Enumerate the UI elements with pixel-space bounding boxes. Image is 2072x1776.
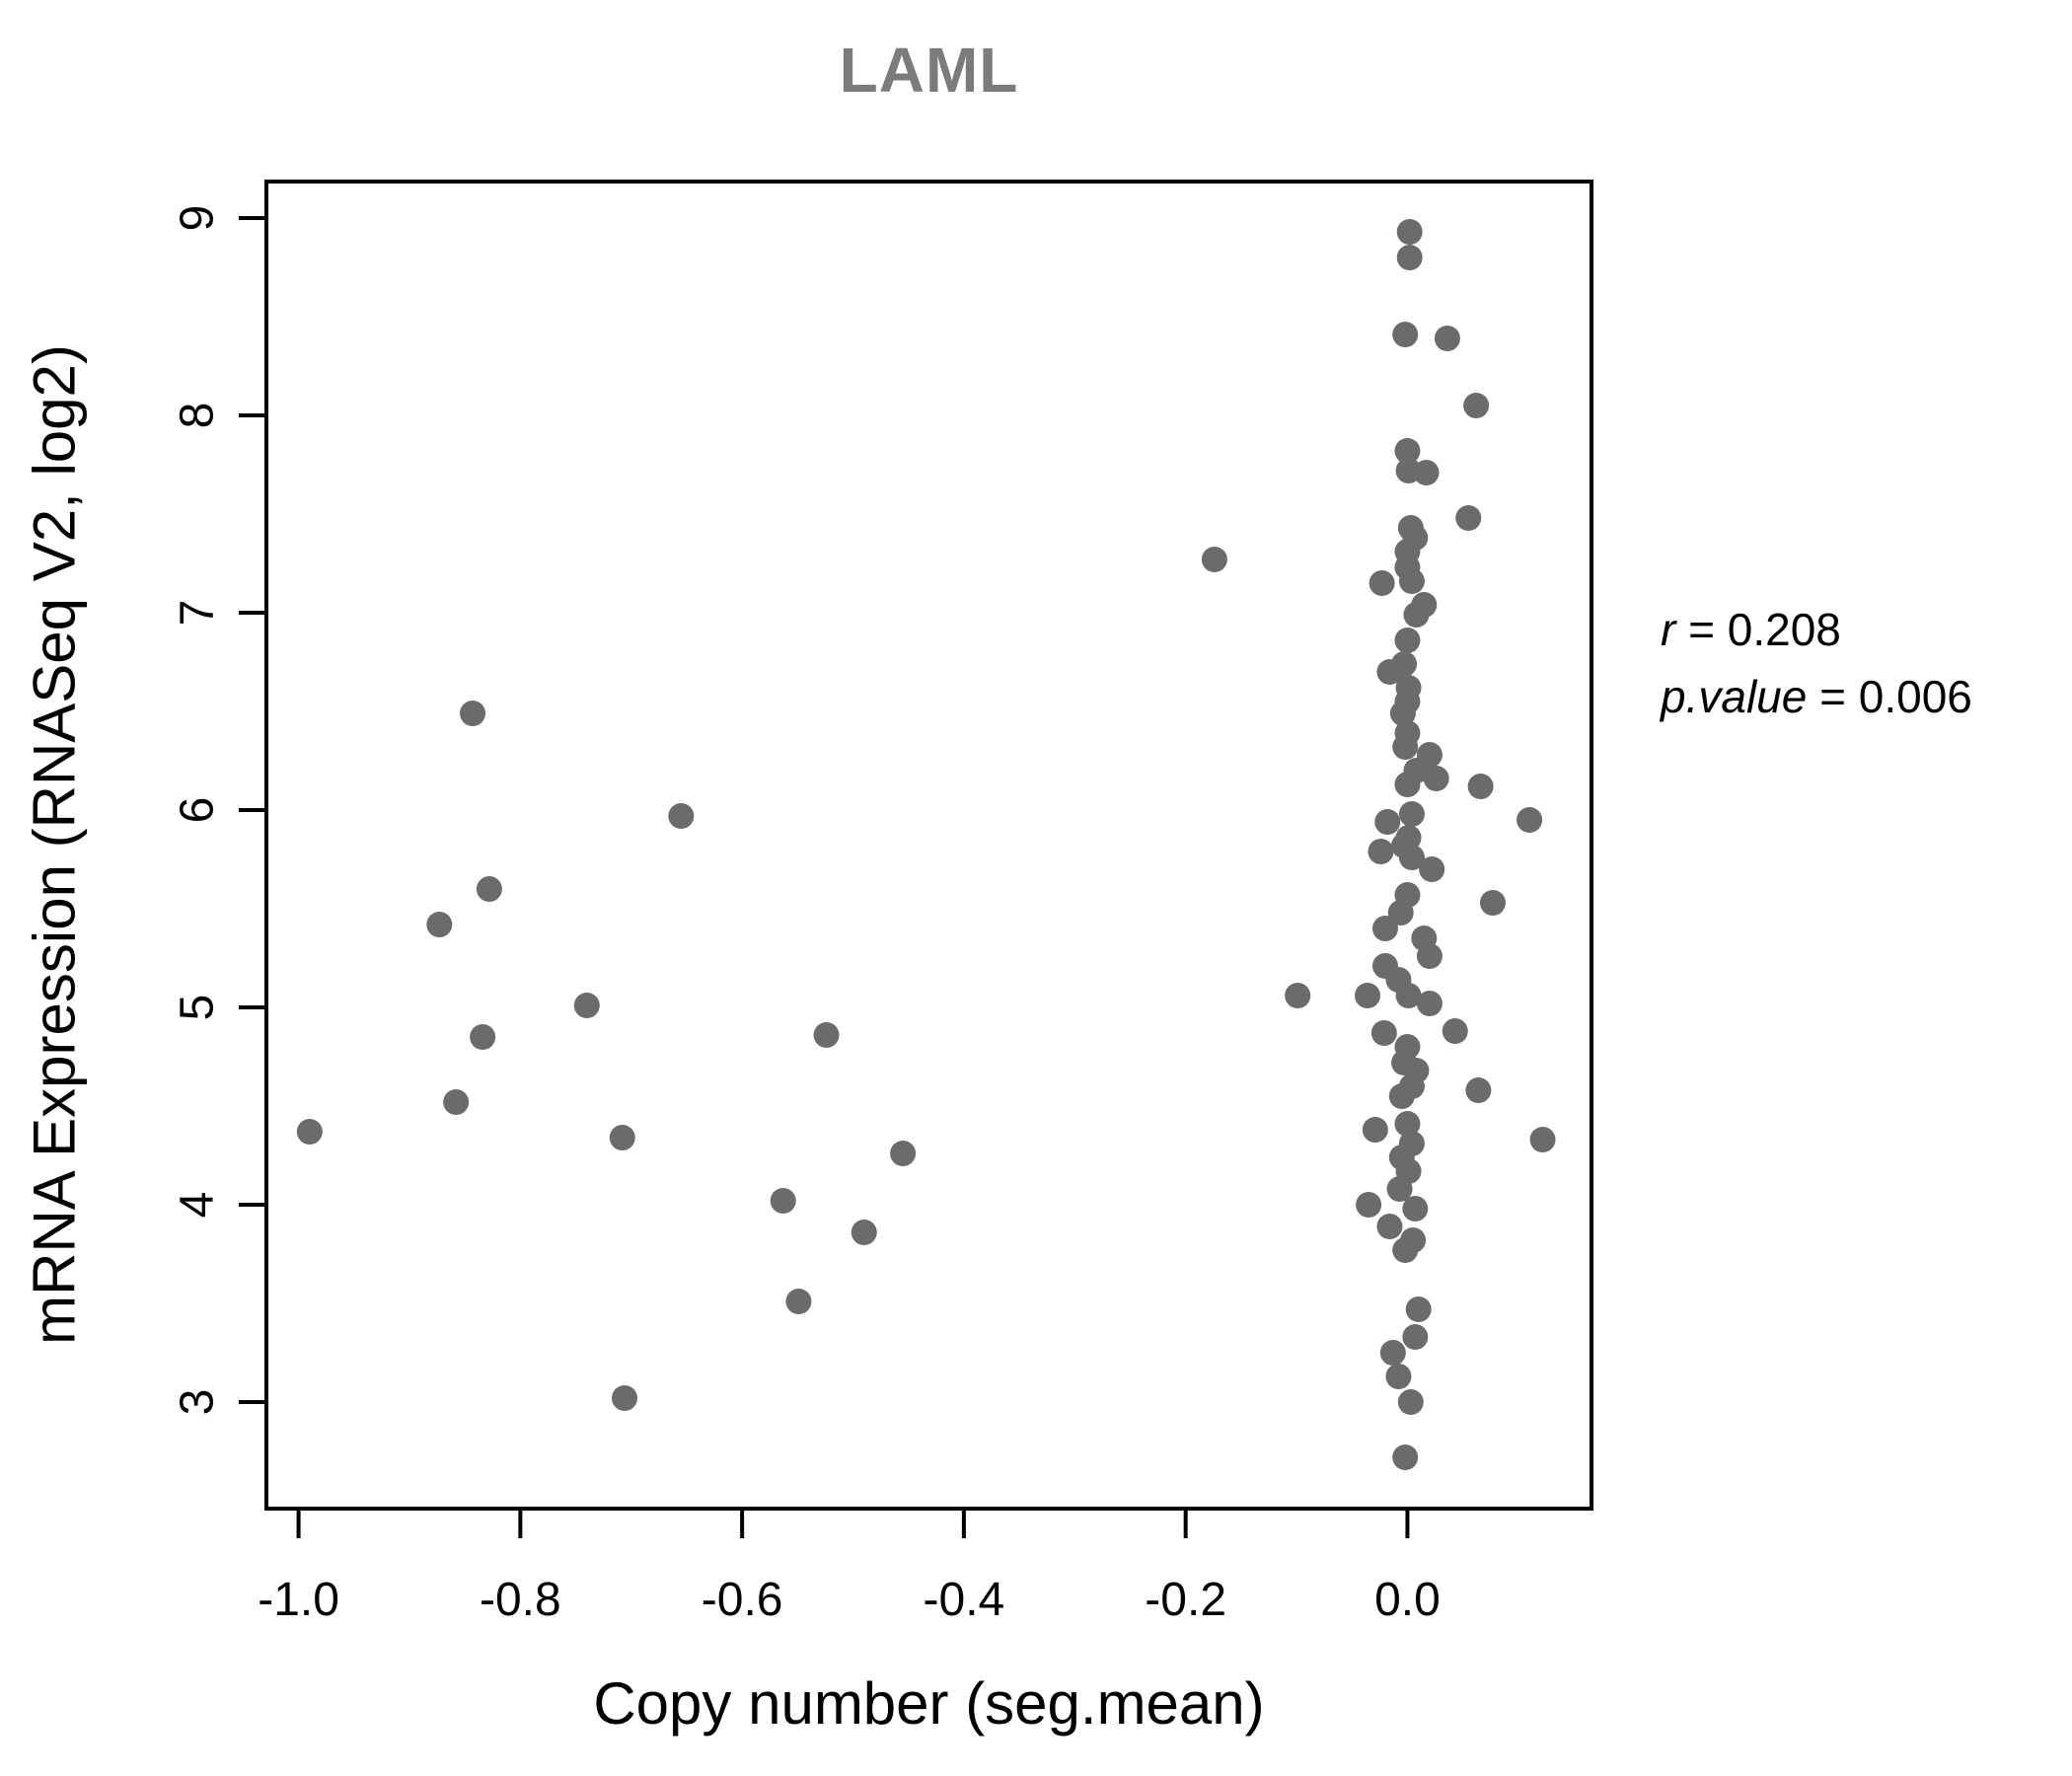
- p-label: p.value: [1661, 671, 1808, 722]
- data-point: [1517, 807, 1543, 833]
- data-point: [1385, 1364, 1412, 1389]
- data-point: [1398, 568, 1425, 594]
- data-point: [1529, 1127, 1556, 1152]
- y-tick-label: 5: [172, 995, 224, 1021]
- r-value: 0.208: [1727, 604, 1841, 655]
- data-point: [1369, 570, 1395, 596]
- data-point: [476, 876, 502, 902]
- data-point: [1376, 659, 1403, 685]
- stats-annotation: r = 0.208 p.value = 0.006: [1661, 596, 1972, 730]
- y-tick-label: 9: [172, 205, 224, 232]
- data-point: [1368, 839, 1394, 864]
- data-point: [1419, 856, 1445, 882]
- y-tick-label: 6: [172, 797, 224, 824]
- data-point: [1285, 983, 1311, 1008]
- y-tick-label: 4: [172, 1192, 224, 1219]
- data-point: [1403, 602, 1430, 628]
- data-point: [851, 1220, 877, 1245]
- data-point: [1376, 1214, 1403, 1239]
- data-point: [1389, 701, 1416, 726]
- data-point: [1374, 809, 1401, 835]
- data-point: [1467, 774, 1494, 799]
- x-tick-label: -0.6: [702, 1574, 783, 1626]
- data-point: [1392, 1444, 1419, 1470]
- data-point: [1413, 460, 1440, 485]
- data-point: [1387, 900, 1414, 925]
- data-point: [1402, 1324, 1429, 1350]
- chart-title: LAML: [839, 35, 1019, 106]
- p-value-line: p.value = 0.006: [1661, 663, 1972, 730]
- data-point: [1392, 734, 1419, 760]
- data-point: [1362, 1117, 1388, 1143]
- equals-sign: =: [1807, 671, 1859, 722]
- data-point: [443, 1089, 470, 1115]
- data-point: [770, 1188, 796, 1214]
- data-point: [890, 1141, 917, 1166]
- data-point: [1398, 845, 1425, 870]
- data-point: [1396, 245, 1423, 270]
- data-point: [1397, 1389, 1424, 1415]
- x-tick-label: -0.4: [924, 1574, 1005, 1626]
- data-point: [609, 1125, 635, 1150]
- equals-sign: =: [1675, 604, 1728, 655]
- x-tick-label: 0.0: [1374, 1574, 1441, 1626]
- data-point: [1423, 766, 1449, 791]
- data-point: [296, 1119, 323, 1145]
- data-point: [1386, 1176, 1413, 1202]
- data-point: [1356, 1192, 1382, 1218]
- data-point: [1370, 1020, 1397, 1046]
- data-point: [1394, 438, 1421, 464]
- data-point: [1442, 1018, 1468, 1044]
- data-point: [1388, 1083, 1415, 1109]
- data-point: [1463, 393, 1490, 418]
- data-point: [1379, 1340, 1406, 1366]
- data-point: [470, 1024, 496, 1050]
- r-value-line: r = 0.208: [1661, 596, 1972, 663]
- plot-frame: [264, 180, 1593, 1511]
- r-label: r: [1661, 604, 1676, 655]
- data-point: [1354, 983, 1380, 1008]
- data-point: [1392, 322, 1419, 347]
- data-point: [1394, 772, 1421, 797]
- data-point: [460, 701, 486, 726]
- p-value: 0.006: [1858, 671, 1972, 722]
- data-point: [1392, 1237, 1419, 1263]
- data-point: [573, 993, 600, 1018]
- data-point: [668, 803, 695, 829]
- y-tick-label: 3: [172, 1389, 224, 1416]
- data-point: [1394, 628, 1421, 653]
- data-point: [1434, 326, 1460, 351]
- data-point: [1395, 983, 1422, 1008]
- data-point: [1465, 1077, 1492, 1103]
- data-point: [1371, 916, 1398, 941]
- data-point: [1396, 219, 1423, 245]
- data-point: [1201, 547, 1227, 572]
- data-point: [1402, 1196, 1429, 1221]
- x-tick-label: -0.2: [1145, 1574, 1226, 1626]
- data-point: [785, 1289, 812, 1314]
- data-point: [1455, 505, 1482, 531]
- y-tick-label: 8: [172, 403, 224, 429]
- data-point: [1394, 1111, 1421, 1137]
- data-point: [813, 1022, 840, 1048]
- x-tick-label: -1.0: [258, 1574, 339, 1626]
- x-axis-label: Copy number (seg.mean): [593, 1670, 1265, 1737]
- data-point: [1398, 801, 1425, 827]
- y-tick-label: 7: [172, 600, 224, 627]
- data-point: [612, 1385, 638, 1411]
- data-point: [1405, 1296, 1432, 1322]
- x-tick-label: -0.8: [480, 1574, 561, 1626]
- data-point: [1479, 890, 1506, 916]
- y-axis-label: mRNA Expression (RNASeq V2, log2): [21, 344, 88, 1345]
- data-point: [426, 912, 453, 937]
- data-point: [1416, 991, 1443, 1016]
- data-point: [1416, 943, 1443, 969]
